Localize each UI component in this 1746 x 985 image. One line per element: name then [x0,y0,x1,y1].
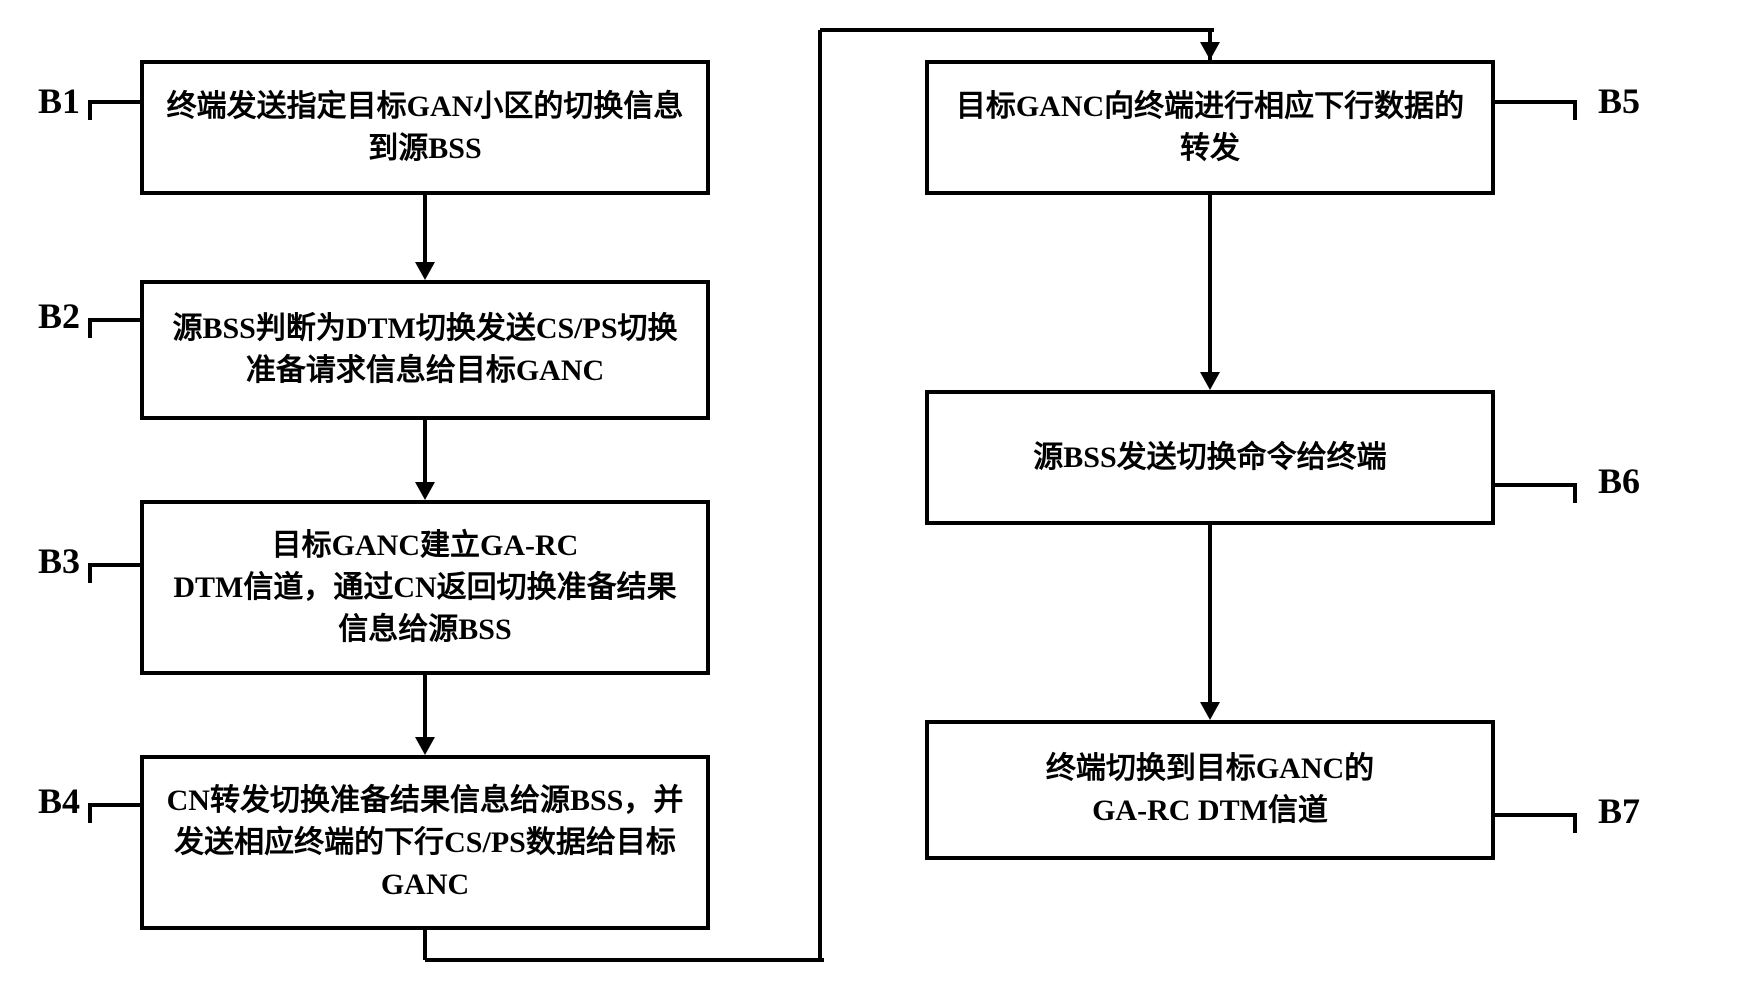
flow-node-b7: 终端切换到目标GANC的 GA-RC DTM信道 [925,720,1495,860]
flow-node-b4: CN转发切换准备结果信息给源BSS，并发送相应终端的下行CS/PS数据给目标GA… [140,755,710,930]
flow-node-b6: 源BSS发送切换命令给终端 [925,390,1495,525]
connector-arrow-head [1200,42,1220,60]
flowchart-container: 终端发送指定目标GAN小区的切换信息到源BSS B1 源BSS判断为DTM切换发送C… [0,0,1746,985]
label-tick-stub [88,318,92,338]
arrow-head [415,737,435,755]
flow-node-text: 目标GANC建立GA-RC DTM信道，通过CN返回切换准备结果信息给源BSS [164,525,686,651]
label-tick-stub [1573,483,1577,503]
flow-label-b2: B2 [38,295,80,337]
connector-segment [423,930,427,960]
flow-label-b5: B5 [1598,80,1640,122]
flow-label-b7: B7 [1598,790,1640,832]
arrow-head [1200,372,1220,390]
label-tick-stub [88,803,92,823]
arrow-b1-b2 [423,195,427,264]
arrow-b5-b6 [1208,195,1212,374]
connector-segment [818,30,822,960]
flow-node-text: 终端切换到目标GANC的 GA-RC DTM信道 [1046,748,1374,832]
arrow-b2-b3 [423,420,427,484]
label-tick [1495,100,1575,104]
flow-label-b1: B1 [38,80,80,122]
label-tick [1495,813,1575,817]
connector-segment [425,958,824,962]
flow-node-text: CN转发切换准备结果信息给源BSS，并发送相应终端的下行CS/PS数据给目标GA… [164,780,686,906]
label-tick [1495,483,1575,487]
arrow-b6-b7 [1208,525,1212,704]
flow-label-b4: B4 [38,780,80,822]
flow-node-b1: 终端发送指定目标GAN小区的切换信息到源BSS [140,60,710,195]
flow-node-text: 目标GANC向终端进行相应下行数据的转发 [949,86,1471,170]
arrow-head [1200,702,1220,720]
flow-node-b2: 源BSS判断为DTM切换发送CS/PS切换准备请求信息给目标GANC [140,280,710,420]
flow-label-b6: B6 [1598,460,1640,502]
arrow-b3-b4 [423,675,427,739]
flow-node-text: 终端发送指定目标GAN小区的切换信息到源BSS [164,86,686,170]
label-tick [90,803,140,807]
flow-label-b3: B3 [38,540,80,582]
arrow-head [415,482,435,500]
label-tick [90,100,140,104]
flow-node-b3: 目标GANC建立GA-RC DTM信道，通过CN返回切换准备结果信息给源BSS [140,500,710,675]
flow-node-b5: 目标GANC向终端进行相应下行数据的转发 [925,60,1495,195]
flow-node-text: 源BSS发送切换命令给终端 [1033,437,1386,479]
label-tick-stub [1573,100,1577,120]
label-tick-stub [88,100,92,120]
arrow-head [415,262,435,280]
label-tick-stub [1573,813,1577,833]
connector-segment [820,28,1214,32]
label-tick [90,563,140,567]
label-tick-stub [88,563,92,583]
flow-node-text: 源BSS判断为DTM切换发送CS/PS切换准备请求信息给目标GANC [164,308,686,392]
label-tick [90,318,140,322]
